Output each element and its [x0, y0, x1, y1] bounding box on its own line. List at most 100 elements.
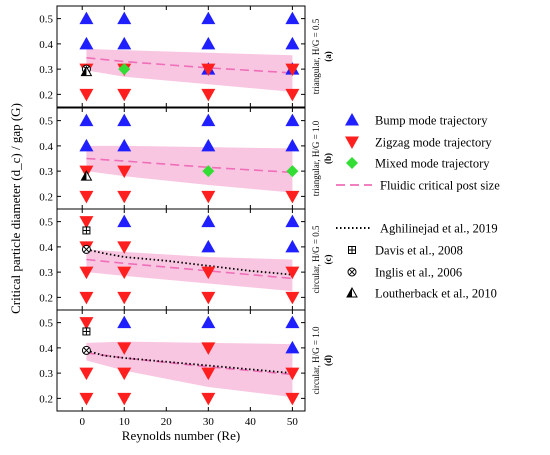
panel-a-frame: [56, 5, 306, 108]
panel-b-uncertainty-band: [86, 145, 293, 193]
panel-d-bump-point-1: [201, 315, 216, 329]
panel-a-tag: (a): [323, 51, 333, 62]
legend-marker-triangle-up: [345, 113, 359, 126]
panel-a-ytick-label-2: 0.4: [39, 39, 53, 51]
panel-a-loutherback-point-0: [80, 65, 93, 77]
panel-c-zigzag-point-3: [79, 291, 94, 305]
panel-d-zigzag-point-2: [79, 392, 94, 406]
panel-d-ytick-label-0: 0.2: [39, 393, 53, 405]
legend-label-7: Loutherback et al., 2010: [375, 287, 497, 301]
panel-d-bump-point-2: [285, 315, 300, 329]
panel-a-ytick-label-0: 0.2: [39, 89, 53, 101]
panel-a-bump-point-7: [285, 11, 300, 25]
panel-a-uncertainty-band: [86, 48, 293, 92]
panel-b-bump-point-2: [117, 113, 132, 127]
panel-b-fluidic-line: [86, 157, 293, 174]
panel-d-zigzag-point-9: [285, 367, 300, 381]
panel-c-ytick-label-1: 0.3: [39, 267, 53, 279]
legend-marker-circle-x-d2: [348, 268, 356, 276]
panel-c-zigzag-point-10: [285, 291, 300, 305]
panel-d-uncertainty-band: [86, 341, 293, 398]
xtick-label-4: 40: [245, 416, 257, 428]
panel-a-loutherback-point-0-fill: [81, 66, 87, 76]
panel-c: 0.2 0.3 0.4 0.5 circular, H/G = 0.5 (c): [39, 208, 333, 311]
panel-d-zigzag-point-0: [79, 317, 94, 330]
panel-d-tag: (d): [323, 355, 333, 366]
panel-b-bump-point-4: [201, 113, 216, 127]
panel-c-bump-point-1: [201, 214, 216, 228]
panel-c-zigzag-point-2: [79, 266, 94, 280]
panel-a-zigzag-point-6: [285, 63, 300, 77]
panel-d-zigzag-point-8: [201, 392, 216, 406]
panel-c-ytick-label-3: 0.5: [39, 217, 53, 229]
panel-d-zigzag-point-6: [201, 342, 216, 355]
panel-c-zigzag-point-0: [79, 216, 94, 229]
panel-c-side-label: circular, H/G = 0.5: [311, 225, 321, 293]
panel-d-bump-point-0: [117, 315, 132, 329]
panel-b-mixed-point-1: [286, 165, 299, 178]
panel-d-ytick-label-2: 0.4: [39, 343, 53, 355]
legend-marker-half-triangle-fill: [347, 288, 352, 297]
panel-b-zigzag-point-4: [201, 190, 216, 204]
panel-a-ytick-label-3: 0.5: [39, 14, 53, 26]
panel-d-bump-point-3: [285, 340, 300, 354]
panel-a-bump-point-4: [201, 11, 216, 25]
panel-c-zigzag-point-4: [117, 241, 132, 254]
panel-c-fluidic-line: [86, 258, 293, 280]
panel-b-bump-point-6: [285, 113, 300, 127]
panel-c-aghilinejad-line: [86, 248, 293, 276]
x-axis-title: Reynolds number (Re): [122, 428, 240, 443]
panel-a-bump-point-0: [79, 11, 94, 25]
panel-d-aghilinejad-line: [86, 349, 293, 375]
panel-c-zigzag-point-7: [201, 266, 216, 280]
legend-marker-diamond: [346, 157, 358, 169]
panel-a-bump-point-3: [117, 36, 132, 50]
panel-a-bump-point-8: [285, 36, 300, 50]
panel-d-fluidic-line: [86, 352, 293, 376]
panel-c-bump-point-3: [285, 214, 300, 228]
panel-d-inglis-point-0-d2: [83, 347, 90, 354]
panel-c-inglis-point-0-d2: [83, 246, 90, 253]
legend-label-6: Inglis et al., 2006: [375, 266, 462, 280]
legend-label-1: Zigzag mode trajectory: [375, 136, 492, 150]
xtick-label-2: 20: [161, 416, 173, 428]
panel-a-bump-point-1: [79, 36, 94, 50]
legend-marker-half-triangle: [346, 286, 358, 298]
panel-b-zigzag-point-1: [79, 190, 94, 204]
panel-a-zigzag-point-5: [201, 88, 216, 102]
panel-d-zigzag-point-7: [201, 367, 216, 381]
panel-d-ytick-label-3: 0.5: [39, 318, 53, 330]
panel-b-zigzag-point-2: [117, 165, 132, 179]
panel-c-inglis-point-0: [81, 244, 91, 254]
panel-b-tag: (b): [323, 153, 333, 164]
panel-a-bump-point-2: [117, 11, 132, 25]
panel-a-mixed-point-0: [118, 63, 131, 76]
panel-b-ytick-label-2: 0.4: [39, 141, 53, 153]
panel-a-zigzag-point-7: [285, 88, 300, 102]
legend-label-3: Fluidic critical post size: [380, 179, 500, 193]
panel-b-bump-point-0: [79, 113, 94, 127]
panel-c-bump-point-0: [117, 214, 132, 228]
panel-b-mixed-point-0: [202, 165, 215, 178]
panel-d-zigzag-point-10: [285, 392, 300, 406]
panel-d-zigzag-point-4: [117, 367, 132, 381]
legend-marker-square-plus: [348, 246, 356, 254]
legend-marker-circle-x: [347, 267, 357, 277]
panel-d-inglis-point-0: [81, 345, 91, 355]
panel-c-uncertainty-band: [86, 249, 293, 292]
panel-c-davis-point-0: [82, 226, 91, 235]
panel-b-side-label: triangular, H/G = 1.0: [311, 120, 321, 196]
legend-marker-triangle-down: [345, 136, 359, 149]
panel-a-ytick-label-1: 0.3: [39, 64, 53, 76]
xtick-label-3: 30: [203, 416, 215, 428]
xtick-label-5: 50: [287, 416, 299, 428]
panel-a-bump-point-5: [201, 36, 216, 50]
panel-d: 0.2 0.3 0.4 0.5 0 10 20 30 40 50 circular, H/G = 1…: [39, 309, 333, 428]
panel-b-bump-point-5: [201, 138, 216, 152]
xtick-label-1: 10: [119, 416, 131, 428]
legend-label-5: Davis et al., 2008: [375, 244, 463, 258]
panel-b-loutherback-point-0: [80, 170, 93, 181]
panel-a-zigzag-point-1: [79, 88, 94, 102]
panel-b-ytick-label-1: 0.3: [39, 166, 53, 178]
